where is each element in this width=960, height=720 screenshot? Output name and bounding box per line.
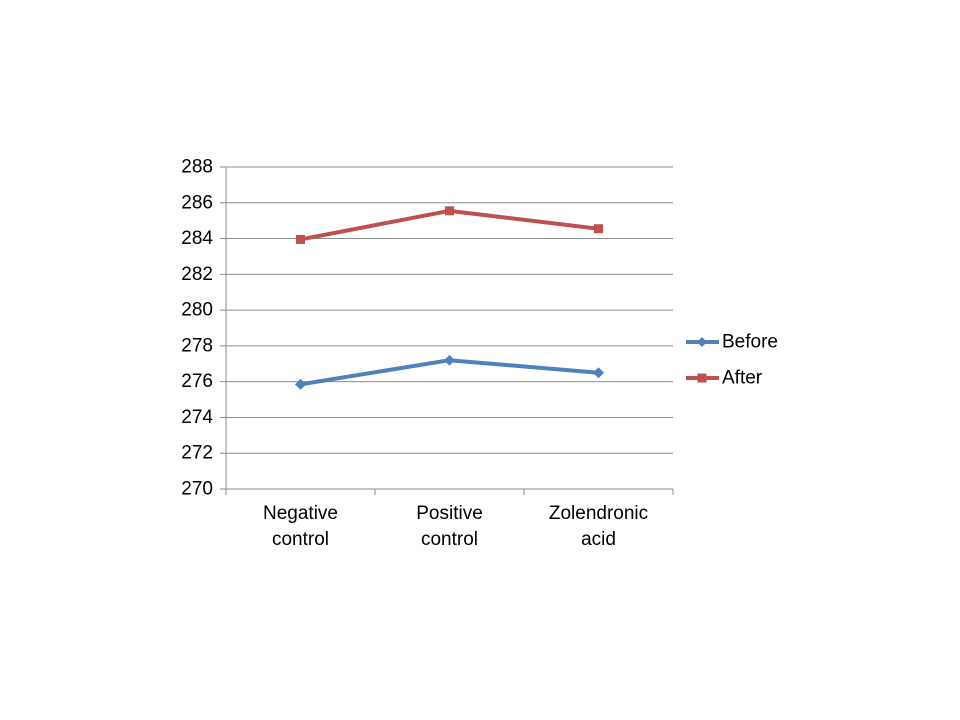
legend-label: Before <box>722 332 778 353</box>
series-after <box>296 206 603 244</box>
y-tick-label: 276 <box>181 371 213 392</box>
data-marker-after <box>296 234 305 244</box>
y-tick-label: 280 <box>181 300 213 321</box>
y-tick-label: 272 <box>181 443 213 464</box>
legend-item-after: After <box>686 368 763 389</box>
x-category-label: Positive control <box>416 503 483 550</box>
data-marker-after <box>445 206 454 216</box>
legend-marker-diamond <box>697 337 707 347</box>
y-tick-label: 274 <box>181 407 213 428</box>
data-marker-before <box>295 378 306 390</box>
x-category-label: Negative control <box>263 503 338 550</box>
y-tick-label: 282 <box>181 264 213 285</box>
y-tick-label: 284 <box>181 228 213 249</box>
data-marker-before <box>593 367 604 379</box>
legend-item-before: Before <box>686 332 778 353</box>
data-marker-before <box>444 354 455 366</box>
legend-label: After <box>722 368 763 389</box>
y-tick-label: 270 <box>181 479 213 500</box>
series-before <box>295 354 604 390</box>
x-category-label: Zolendronic acid <box>549 503 648 550</box>
legend-marker-square <box>697 373 707 383</box>
y-tick-label: 288 <box>181 157 213 178</box>
y-tick-label: 278 <box>181 335 213 356</box>
y-tick-label: 286 <box>181 192 213 213</box>
data-marker-after <box>594 224 603 234</box>
